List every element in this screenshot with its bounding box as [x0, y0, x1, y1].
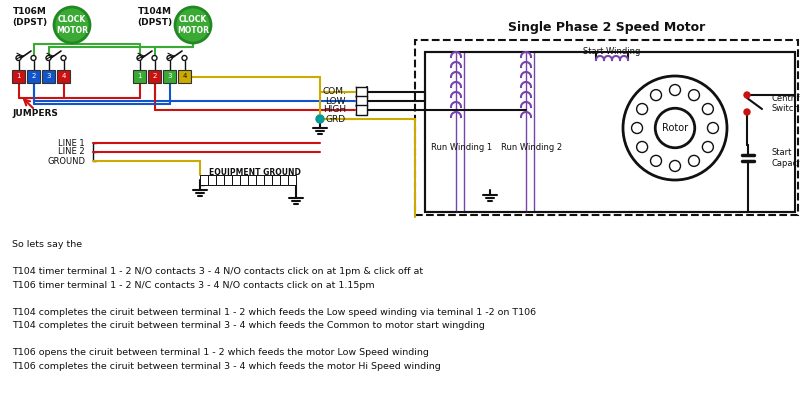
Circle shape	[61, 55, 66, 60]
Circle shape	[316, 115, 324, 123]
Bar	[425, 52, 795, 212]
Bar	[232, 175, 240, 185]
Circle shape	[54, 7, 90, 43]
Text: Rotor: Rotor	[662, 123, 688, 133]
Bar	[356, 105, 367, 115]
Circle shape	[46, 55, 51, 60]
Circle shape	[31, 55, 36, 60]
Bar	[163, 70, 176, 83]
Circle shape	[631, 122, 642, 134]
Text: COM.: COM.	[322, 87, 346, 97]
Circle shape	[655, 108, 694, 148]
Circle shape	[744, 109, 750, 115]
Text: Run Winding 2: Run Winding 2	[502, 143, 562, 151]
Circle shape	[702, 104, 714, 114]
Text: EQUIPMENT GROUND: EQUIPMENT GROUND	[209, 168, 301, 176]
Bar	[288, 175, 296, 185]
Circle shape	[689, 89, 699, 101]
Text: 1: 1	[138, 74, 142, 79]
Text: HIGH: HIGH	[323, 106, 346, 114]
Text: CLOCK
MOTOR: CLOCK MOTOR	[56, 15, 88, 35]
Circle shape	[137, 55, 142, 60]
Bar	[280, 175, 288, 185]
Circle shape	[670, 84, 681, 96]
Circle shape	[175, 7, 211, 43]
Bar	[240, 175, 248, 185]
Text: GRD: GRD	[326, 114, 346, 124]
Bar	[12, 70, 25, 83]
Text: Single Phase 2 Speed Motor: Single Phase 2 Speed Motor	[508, 22, 705, 35]
Circle shape	[637, 104, 648, 114]
Text: LINE 2: LINE 2	[58, 148, 85, 156]
Text: CLOCK
MOTOR: CLOCK MOTOR	[177, 15, 209, 35]
Circle shape	[650, 155, 662, 166]
Bar	[57, 70, 70, 83]
Bar	[256, 175, 264, 185]
Bar	[356, 87, 367, 97]
Circle shape	[182, 55, 187, 60]
Bar	[42, 70, 55, 83]
Circle shape	[650, 89, 662, 101]
Text: LINE 1: LINE 1	[58, 139, 85, 148]
Text: So lets say the

T104 timer terminal 1 - 2 N/O contacts 3 - 4 N/O contacts click: So lets say the T104 timer terminal 1 - …	[12, 240, 536, 371]
Bar	[27, 70, 40, 83]
Text: 2: 2	[152, 74, 157, 79]
Text: Start
Capacitor: Start Capacitor	[772, 148, 800, 168]
Bar	[133, 70, 146, 83]
Circle shape	[707, 122, 718, 134]
Text: 1: 1	[16, 74, 21, 79]
Bar	[148, 70, 161, 83]
Circle shape	[637, 141, 648, 153]
Bar	[200, 175, 208, 185]
Circle shape	[744, 92, 750, 98]
Circle shape	[702, 141, 714, 153]
Text: T106M
(DPST): T106M (DPST)	[13, 7, 47, 27]
Text: 2: 2	[31, 74, 36, 79]
Text: 4: 4	[182, 74, 186, 79]
Bar	[264, 175, 272, 185]
Circle shape	[623, 76, 727, 180]
Bar	[224, 175, 232, 185]
Bar	[208, 175, 216, 185]
Circle shape	[689, 155, 699, 166]
Text: 3: 3	[46, 74, 50, 79]
Bar	[216, 175, 224, 185]
Text: 4: 4	[62, 74, 66, 79]
Bar	[272, 175, 280, 185]
Bar	[415, 40, 798, 215]
Text: LOW: LOW	[326, 97, 346, 106]
Bar	[178, 70, 191, 83]
Bar	[248, 175, 256, 185]
Circle shape	[16, 55, 21, 60]
Text: Centrifugal
Switch: Centrifugal Switch	[772, 94, 800, 113]
Text: 3: 3	[167, 74, 172, 79]
Text: Run Winding 1: Run Winding 1	[431, 143, 493, 151]
Text: JUMPERS: JUMPERS	[12, 109, 58, 117]
Circle shape	[152, 55, 157, 60]
Text: T104M
(DPST): T104M (DPST)	[138, 7, 173, 27]
Text: GROUND: GROUND	[47, 156, 85, 166]
Bar	[356, 96, 367, 106]
Text: Start Winding: Start Winding	[583, 47, 641, 57]
Circle shape	[670, 161, 681, 171]
Circle shape	[167, 55, 172, 60]
